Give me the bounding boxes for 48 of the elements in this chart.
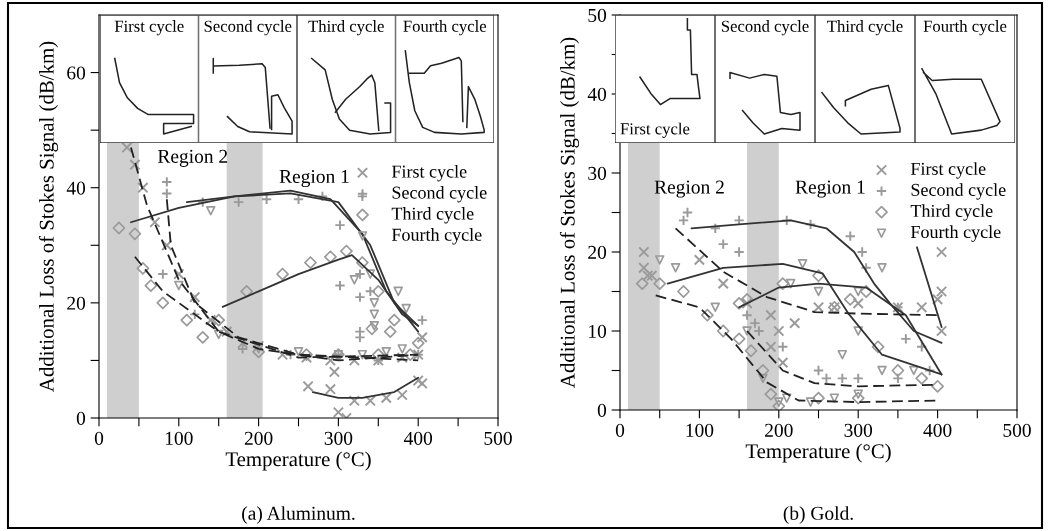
x-tick-label: 500 (1003, 423, 1031, 437)
text: (b) Gold. (783, 506, 853, 524)
x-tick-label: 400 (923, 423, 952, 437)
x-tick-label: 0 (615, 423, 625, 437)
x-axis-title: Temperature (°C) (225, 451, 371, 471)
y-tick-label: 50 (588, 8, 607, 22)
annotation: Second cycle (721, 20, 809, 36)
y-axis-title: Additional Loss of Stokes Signal (dB/km) (38, 41, 59, 392)
y-tick-label: 60 (67, 66, 86, 80)
annotation: Region 2 (157, 149, 228, 167)
x-tick-label: 100 (165, 431, 193, 445)
x-tick-label: 200 (244, 431, 273, 445)
legend-label: Fourth cycle (910, 225, 1001, 242)
legend-label: Third cycle (910, 204, 993, 221)
annotation: Region 2 (654, 180, 724, 198)
annotation: First cycle (620, 122, 690, 138)
annotation: Third cycle (308, 20, 384, 36)
legend-label: First cycle (910, 162, 986, 179)
legend-label: Second cycle (392, 186, 487, 203)
annotation: Third cycle (827, 20, 903, 36)
text: (a) Aluminum. (242, 506, 355, 524)
legend-label: First cycle (391, 164, 467, 182)
x-tick-label: 0 (94, 431, 104, 445)
x-tick-label: 500 (484, 431, 512, 445)
y-tick-label: 20 (588, 245, 607, 259)
y-axis-title: Additional Loss of Stokes Signal (dB/km) (559, 37, 580, 388)
y-tick-label: 10 (589, 324, 607, 338)
x-tick-label: 200 (765, 423, 793, 437)
annotation: Fourth cycle (923, 20, 1007, 36)
annotation: Region 1 (795, 180, 865, 198)
y-tick-label: 0 (597, 403, 607, 417)
x-tick-label: 300 (324, 431, 353, 445)
annotation: First cycle (114, 20, 184, 36)
x-tick-label: 400 (404, 431, 433, 445)
y-tick-label: 0 (76, 411, 86, 425)
legend-label: Second cycle (911, 183, 1006, 200)
y-tick-label: 40 (587, 87, 607, 101)
annotation: Second cycle (204, 20, 292, 36)
y-tick-label: 40 (66, 181, 86, 195)
annotation: Fourth cycle (403, 20, 487, 36)
y-tick-label: 20 (67, 296, 86, 310)
legend-label: Third cycle (391, 207, 474, 224)
y-tick-label: 30 (588, 166, 607, 180)
annotation: Region 1 (279, 169, 349, 188)
x-tick-label: 100 (686, 423, 714, 437)
x-tick-label: 300 (844, 423, 873, 437)
series-label: Fourth cycle (391, 228, 482, 245)
x-axis-title: Temperature (°C) (745, 443, 891, 463)
